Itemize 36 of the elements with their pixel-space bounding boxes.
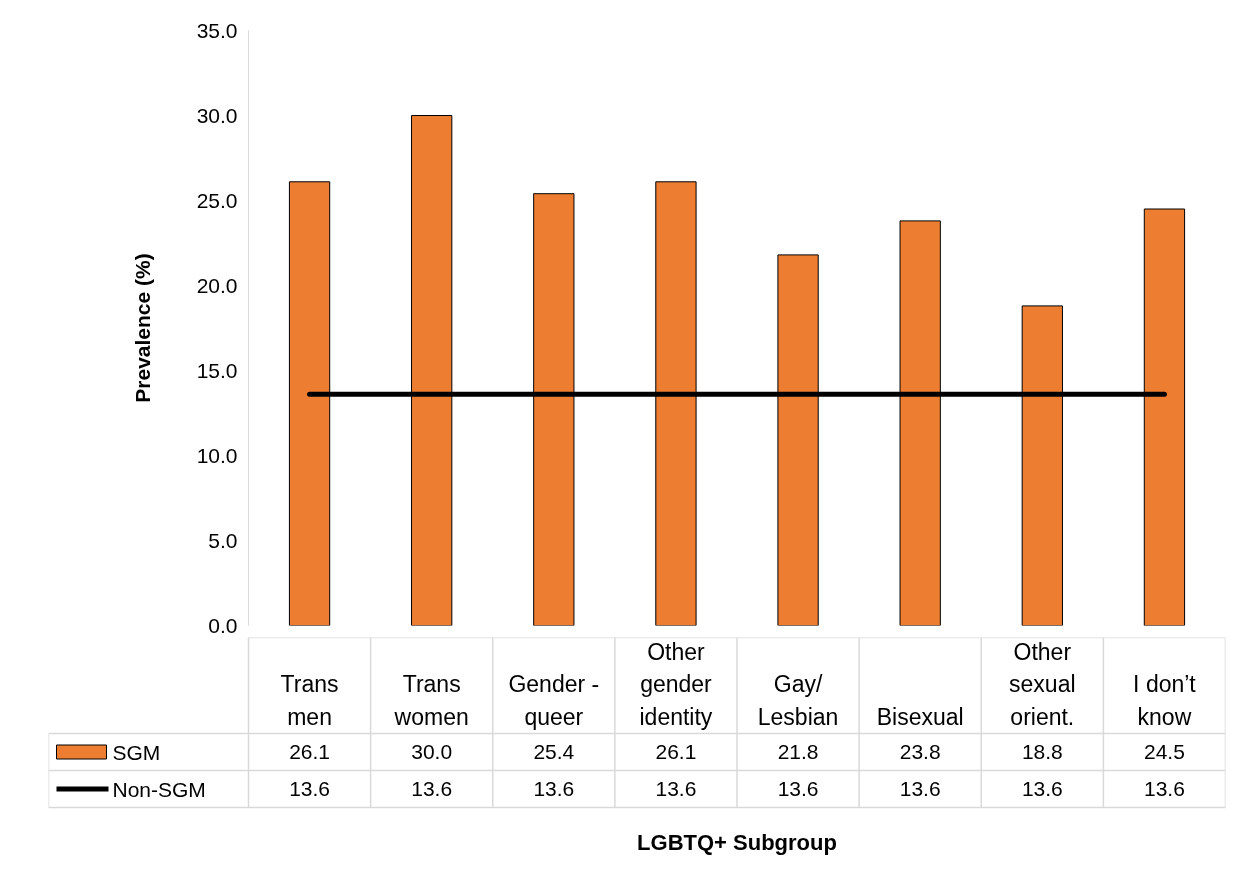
- y-tick-label: 10.0: [196, 443, 238, 467]
- data-label: 13.6: [899, 777, 941, 800]
- x-tick-label: Bisexual: [876, 703, 964, 730]
- x-tick-label: Gender - queer: [508, 671, 600, 730]
- x-axis-title: LGBTQ+ Subgroup: [637, 830, 837, 855]
- data-label: 18.8: [1021, 740, 1063, 763]
- x-tick-label: I don’t know: [1133, 671, 1197, 730]
- data-label: 25.4: [533, 740, 575, 763]
- legend-label: SGM: [112, 740, 161, 764]
- data-label: 24.5: [1144, 740, 1185, 763]
- x-tick-label: Other gender identity: [639, 638, 713, 730]
- y-tick-label: 15.0: [196, 358, 238, 382]
- y-tick-label: 0.0: [208, 613, 238, 637]
- y-tick-label: 35.0: [196, 18, 238, 42]
- x-tick-label: Trans men: [280, 671, 339, 730]
- data-label: 26.1: [655, 740, 697, 763]
- x-tick-label: Gay/ Lesbian: [757, 671, 839, 730]
- x-tick-label: Other sexual orient.: [1009, 638, 1076, 730]
- y-tick-label: 5.0: [208, 528, 238, 552]
- y-tick-label: 20.0: [196, 273, 238, 297]
- data-label: 13.6: [289, 777, 330, 800]
- legend-label: Non-SGM: [112, 777, 206, 801]
- data-label: 21.8: [777, 740, 819, 763]
- data-label: 23.8: [899, 740, 941, 763]
- x-tick-label: Trans women: [393, 671, 469, 730]
- y-tick-label: 30.0: [196, 103, 238, 127]
- data-label: 13.6: [655, 777, 697, 800]
- data-label: 13.6: [411, 777, 453, 800]
- data-label: 13.6: [1144, 777, 1185, 800]
- data-label: 13.6: [533, 777, 575, 800]
- data-label: 13.6: [1021, 777, 1063, 800]
- data-label: 26.1: [289, 740, 330, 763]
- data-label: 30.0: [411, 740, 453, 763]
- y-axis-title: Prevalence (%): [130, 253, 154, 403]
- data-label: 13.6: [777, 777, 819, 800]
- y-tick-label: 25.0: [196, 188, 238, 212]
